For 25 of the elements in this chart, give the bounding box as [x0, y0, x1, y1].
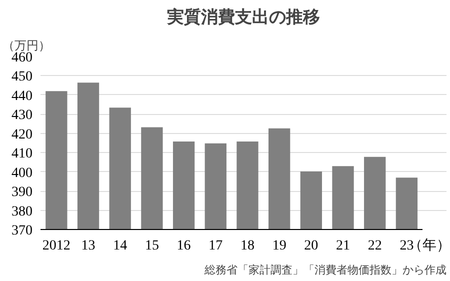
- x-tick-label: 23: [400, 238, 414, 254]
- x-tick-label: 18: [240, 238, 254, 254]
- y-tick-label: 380: [12, 204, 32, 220]
- y-tick-label: 420: [12, 127, 32, 142]
- text: 総務省「家計調査」「消費者物価指数」から作成: [204, 264, 446, 276]
- y-tick-label: 430: [12, 108, 32, 124]
- x-tick-label: 17: [208, 238, 223, 254]
- x-tick-label: 21: [336, 238, 350, 254]
- y-tick-label: 390: [12, 185, 32, 200]
- y-tick-label: 410: [12, 146, 32, 162]
- y-tick-label: 440: [12, 88, 32, 104]
- y-axis-title: （万円）: [2, 38, 50, 52]
- x-tick-label: 14: [113, 238, 128, 254]
- x-tick-label: 19: [272, 238, 286, 254]
- chart-title: 実質消費支出の推移: [166, 8, 320, 28]
- x-tick-label: 22: [368, 238, 382, 254]
- y-tick-label: 460: [12, 50, 32, 66]
- x-tick-label: 2012: [42, 238, 70, 254]
- x-tick-label: 20: [304, 238, 318, 254]
- x-tick-label: 13: [81, 238, 96, 254]
- y-tick-label: 400: [12, 166, 32, 181]
- x-tick-label: 16: [176, 238, 191, 254]
- x-tick-label: 15: [144, 238, 159, 254]
- y-tick-label: 450: [12, 70, 32, 85]
- y-tick-label: 370: [12, 224, 32, 238]
